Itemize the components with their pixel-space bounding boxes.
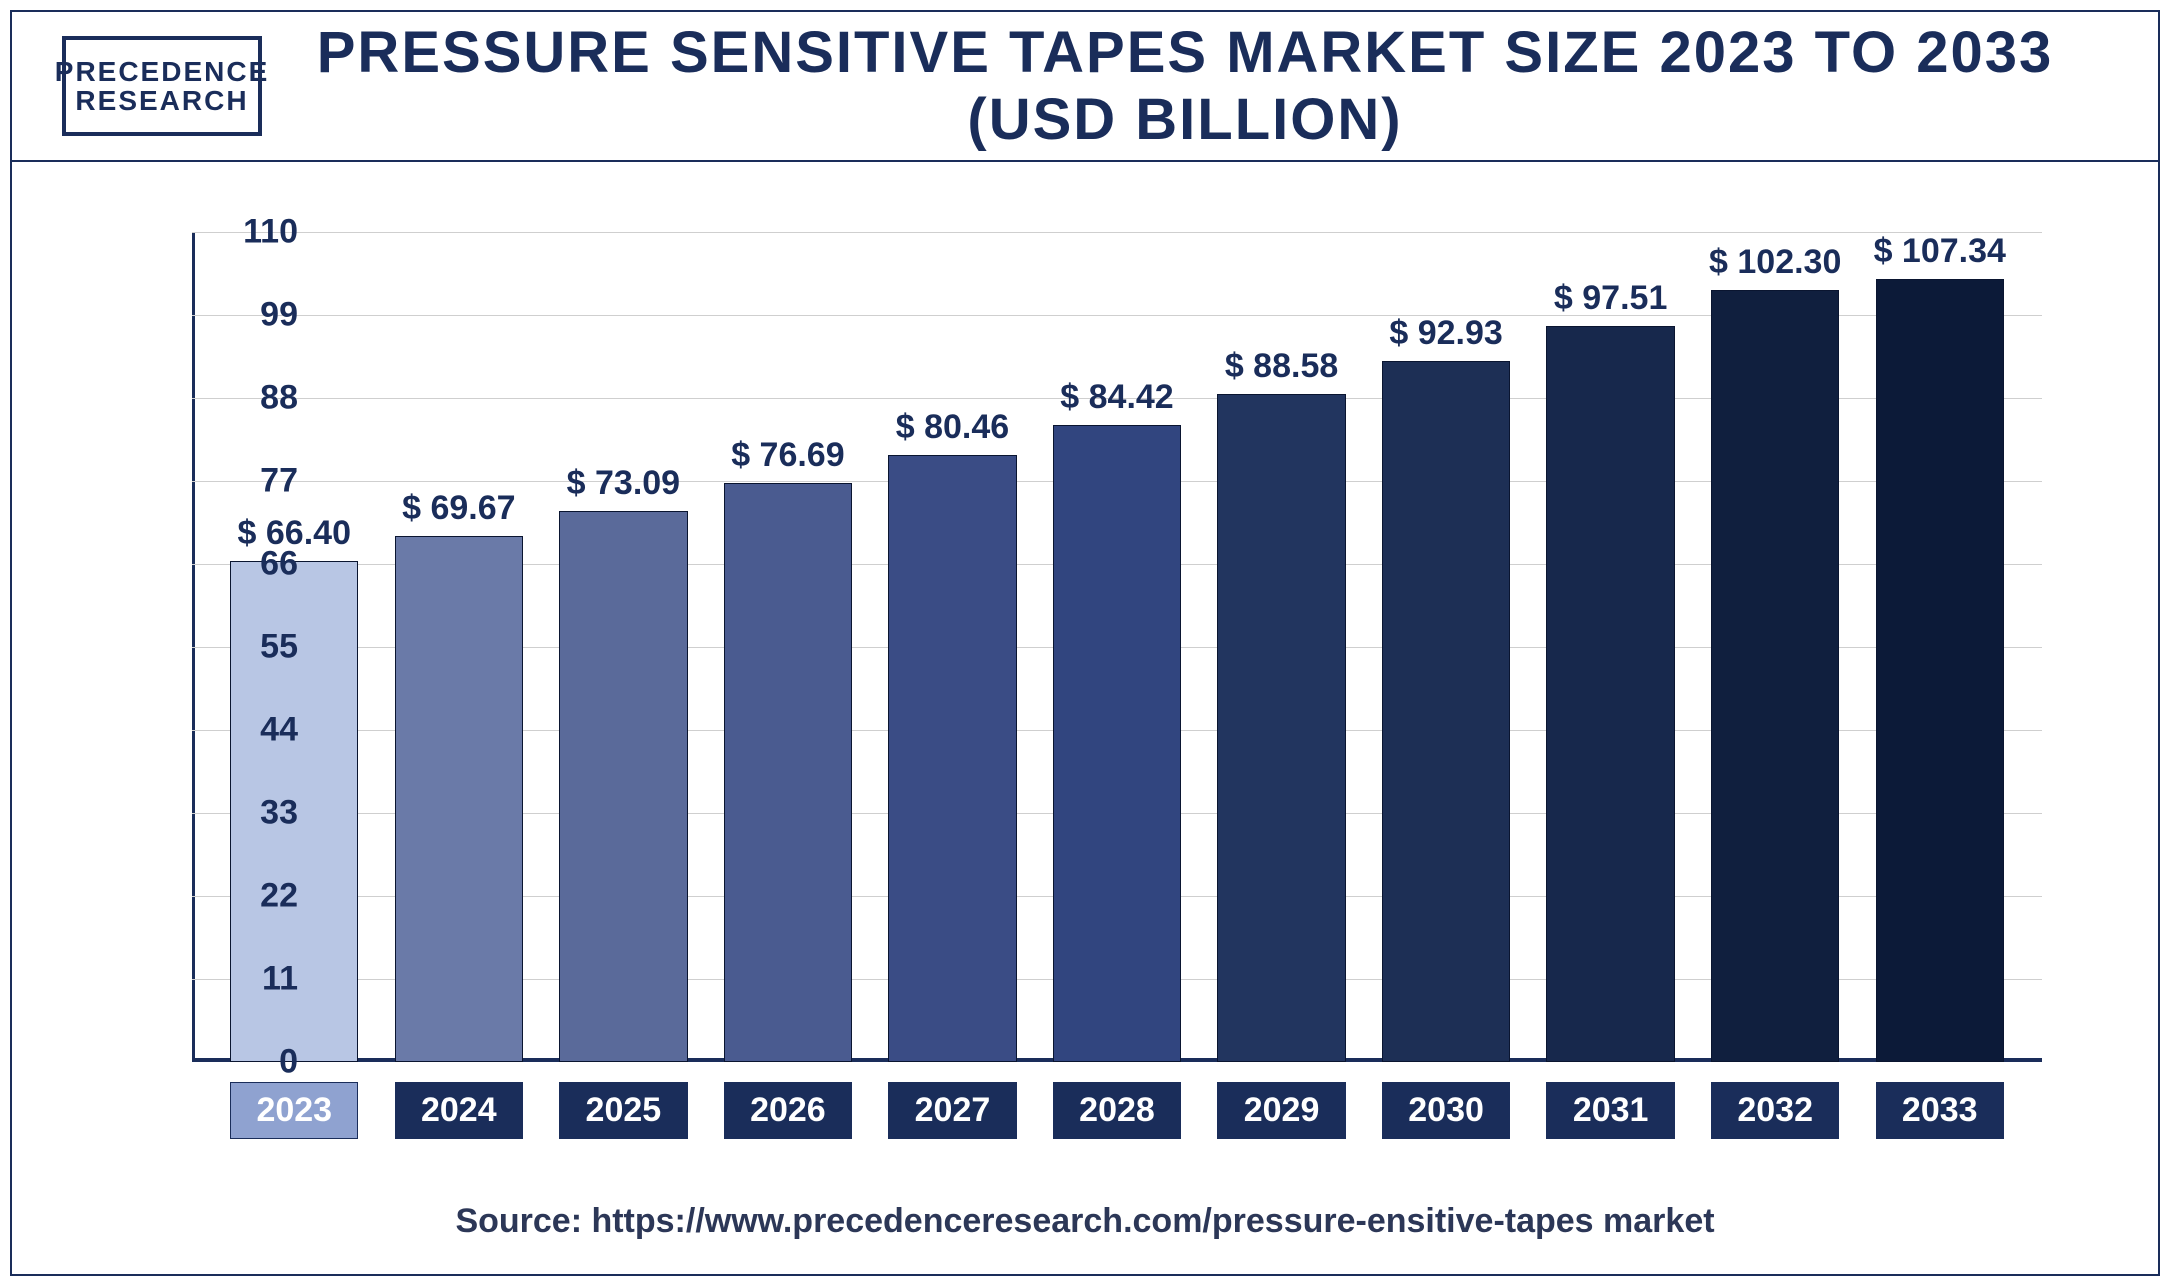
x-axis-label: 2028 <box>1053 1082 1181 1139</box>
bar <box>724 483 852 1062</box>
y-tick-label: 22 <box>198 877 298 916</box>
x-label-slot: 2029 <box>1199 1082 1364 1139</box>
bar-slot: $ 73.09 <box>541 232 706 1062</box>
y-tick-label: 44 <box>198 711 298 750</box>
bar <box>1382 361 1510 1062</box>
x-label-slot: 2027 <box>870 1082 1035 1139</box>
y-tick-label: 77 <box>198 462 298 501</box>
bar-slot: $ 84.42 <box>1035 232 1200 1062</box>
x-axis-label: 2033 <box>1876 1082 2004 1139</box>
x-labels-container: 2023 2024 2025 2026 2027 2028 2029 2030 2031 2032… <box>192 1082 2042 1139</box>
bar-value-label: $ 92.93 <box>1389 314 1502 353</box>
x-axis-label: 2031 <box>1546 1082 1674 1139</box>
x-axis-label: 2032 <box>1711 1082 1839 1139</box>
bar <box>1053 425 1181 1062</box>
x-label-slot: 2033 <box>1857 1082 2022 1139</box>
bar <box>559 511 687 1062</box>
bars-container: $ 66.40$ 69.67$ 73.09$ 76.69$ 80.46$ 84.… <box>192 232 2042 1062</box>
plot-area: $ 66.40$ 69.67$ 73.09$ 76.69$ 80.46$ 84.… <box>192 232 2042 1062</box>
chart-title: PRESSURE SENSITIVE TAPES MARKET SIZE 202… <box>262 19 2108 153</box>
x-label-slot: 2028 <box>1035 1082 1200 1139</box>
bar-value-label: $ 97.51 <box>1554 279 1667 318</box>
logo-line1: PRECEDENCE <box>55 57 269 86</box>
x-axis-label: 2027 <box>888 1082 1016 1139</box>
y-tick-label: 66 <box>198 545 298 584</box>
x-label-slot: 2024 <box>377 1082 542 1139</box>
bar-slot: $ 69.67 <box>377 232 542 1062</box>
bar <box>1711 290 1839 1062</box>
y-tick-label: 55 <box>198 628 298 667</box>
bar-value-label: $ 102.30 <box>1709 243 1841 282</box>
bar-slot: $ 92.93 <box>1364 232 1529 1062</box>
bar-value-label: $ 88.58 <box>1225 347 1338 386</box>
bar-value-label: $ 69.67 <box>402 489 515 528</box>
bar <box>395 536 523 1062</box>
x-label-slot: 2031 <box>1528 1082 1693 1139</box>
x-label-slot: 2025 <box>541 1082 706 1139</box>
x-axis-label: 2026 <box>724 1082 852 1139</box>
y-tick-label: 0 <box>198 1043 298 1082</box>
bar-slot: $ 88.58 <box>1199 232 1364 1062</box>
bar-slot: $ 80.46 <box>870 232 1035 1062</box>
bar-slot: $ 76.69 <box>706 232 871 1062</box>
bar-slot: $ 97.51 <box>1528 232 1693 1062</box>
bar <box>1546 326 1674 1062</box>
x-label-slot: 2032 <box>1693 1082 1858 1139</box>
x-axis-label: 2023 <box>230 1082 358 1139</box>
x-axis-label: 2030 <box>1382 1082 1510 1139</box>
logo-line2: RESEARCH <box>75 86 248 115</box>
source-text: Source: https://www.precedenceresearch.c… <box>12 1202 2158 1241</box>
header-band: PRECEDENCE RESEARCH PRESSURE SENSITIVE T… <box>12 12 2158 162</box>
x-label-slot: 2026 <box>706 1082 871 1139</box>
brand-logo: PRECEDENCE RESEARCH <box>62 36 262 136</box>
bar <box>888 455 1016 1062</box>
y-tick-label: 88 <box>198 379 298 418</box>
bar-slot: $ 102.30 <box>1693 232 1858 1062</box>
x-axis-label: 2024 <box>395 1082 523 1139</box>
bar-value-label: $ 76.69 <box>731 436 844 475</box>
x-axis-label: 2029 <box>1217 1082 1345 1139</box>
bar-value-label: $ 73.09 <box>567 464 680 503</box>
bar-value-label: $ 80.46 <box>896 408 1009 447</box>
y-tick-label: 99 <box>198 296 298 335</box>
x-label-slot: 2030 <box>1364 1082 1529 1139</box>
x-label-slot: 2023 <box>212 1082 377 1139</box>
x-axis-label: 2025 <box>559 1082 687 1139</box>
bar-slot: $ 107.34 <box>1857 232 2022 1062</box>
bar <box>1217 394 1345 1062</box>
y-tick-label: 110 <box>198 213 298 252</box>
bar-value-label: $ 84.42 <box>1060 378 1173 417</box>
y-tick-label: 11 <box>198 960 298 999</box>
bar-value-label: $ 107.34 <box>1874 232 2006 271</box>
y-tick-label: 33 <box>198 794 298 833</box>
chart-frame: PRECEDENCE RESEARCH PRESSURE SENSITIVE T… <box>10 10 2160 1276</box>
bar <box>1876 279 2004 1062</box>
